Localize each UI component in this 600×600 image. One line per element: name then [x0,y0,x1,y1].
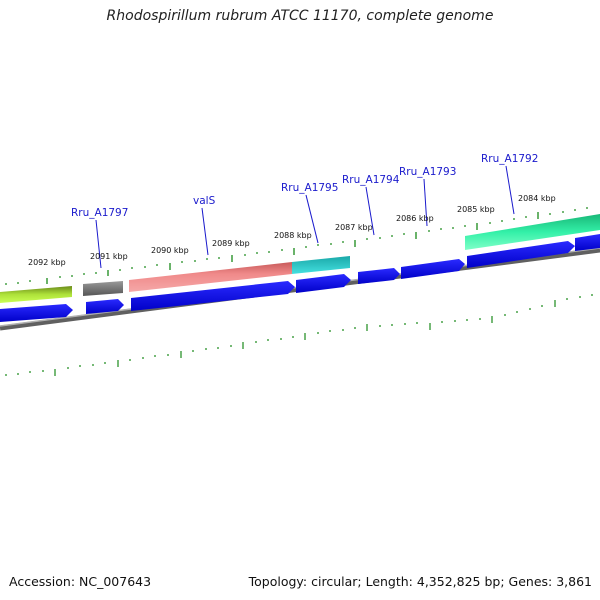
gene-label-rru-a1792: Rru_A1792 [481,153,538,165]
gene-label-rru-a1794: Rru_A1794 [342,174,400,186]
accession-text: Accession: NC_007643 [9,574,152,589]
gene-label-rru-a1797: Rru_A1797 [71,207,128,219]
gene-label-vals: valS [193,195,216,207]
tick-label-2087: 2087 kbp [335,223,373,232]
cds-arrow [401,259,465,279]
cds-arrow-vals [131,281,295,311]
gene-label-rru-a1795: Rru_A1795 [281,182,338,194]
genome-summary-text: Topology: circular; Length: 4,352,825 bp… [248,574,592,589]
upper-tick-ruler [5,207,588,285]
lower-tick-ruler [5,294,593,376]
feature-track [0,214,600,303]
feature-gray [83,281,123,296]
tick-label-2085: 2085 kbp [457,205,495,214]
cds-arrow [358,268,400,284]
gene-label-rru-a1793: Rru_A1793 [399,166,456,178]
tick-label-2092: 2092 kbp [28,258,66,267]
tick-label-2086: 2086 kbp [396,214,434,223]
cds-arrow [296,274,351,293]
feature-salmon-vals [129,262,292,292]
tick-label-2088: 2088 kbp [274,231,312,240]
label-leaders [95,165,515,269]
map-title: Rhodospirillum rubrum ATCC 11170, comple… [106,8,494,24]
cds-arrow [0,304,73,322]
cds-arrow [467,241,575,268]
tick-label-2090: 2090 kbp [151,246,189,255]
cds-track [0,234,600,322]
feature-green [0,286,72,303]
feature-mint [465,214,600,250]
tick-label-2089: 2089 kbp [212,239,250,248]
feature-cyan [292,256,350,274]
tick-label-2091: 2091 kbp [90,252,128,261]
cds-arrow [575,234,600,251]
tick-label-2084: 2084 kbp [518,194,556,203]
cds-arrow [86,299,124,314]
